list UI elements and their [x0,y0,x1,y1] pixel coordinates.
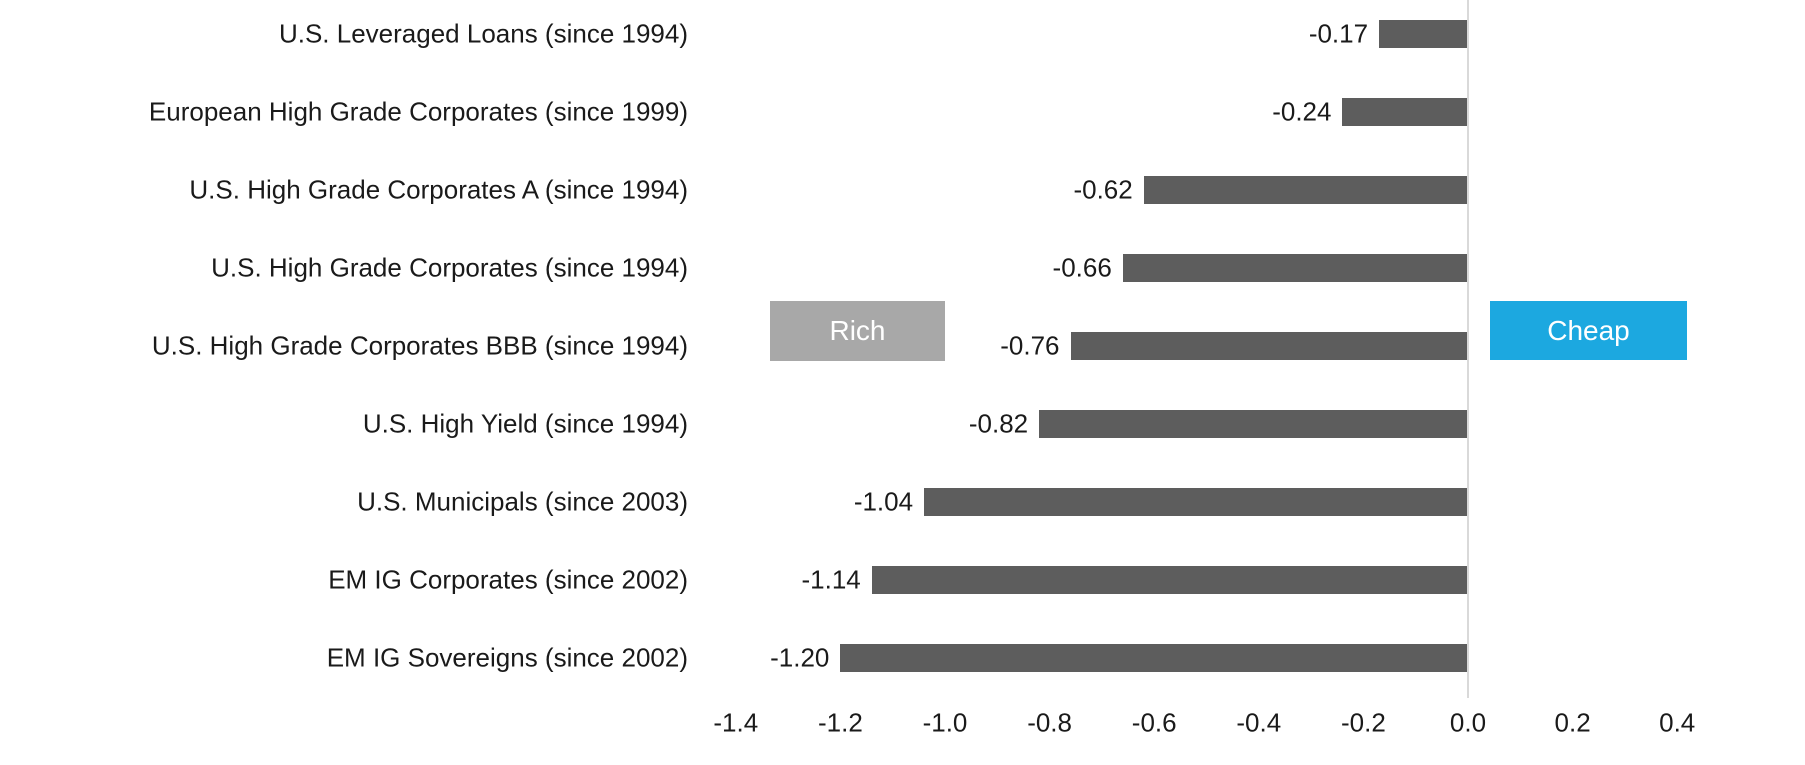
x-tick-label: -0.2 [1340,707,1386,738]
rich-annotation-box: Rich [770,301,945,361]
bar-value-label: -0.82 [968,408,1029,439]
x-tick-label: 0.0 [1449,707,1487,738]
bar [871,566,1468,594]
bar [840,644,1468,672]
category-label: U.S. Leveraged Loans (since 1994) [278,18,688,49]
bar-value-label: -1.20 [770,642,830,673]
bar-value-label: -1.14 [801,564,861,595]
bar-value-label: -0.76 [1000,330,1060,361]
bar [1342,98,1468,126]
x-tick-label: -0.8 [1027,707,1072,738]
bar-value-label: -0.66 [1052,252,1112,283]
x-tick-label: 0.2 [1554,707,1591,738]
bar [924,488,1468,516]
x-tick-label: -0.4 [1236,707,1282,738]
category-label: U.S. Municipals (since 2003) [357,486,688,517]
x-tick-label: -1.0 [922,707,968,738]
category-label: U.S. High Grade Corporates A (since 1994… [189,174,688,205]
x-tick-label: -1.2 [817,707,863,738]
category-label: EM IG Corporates (since 2002) [328,564,688,595]
category-label: EM IG Sovereigns (since 2002) [326,642,688,673]
x-tick-label: -1.4 [713,707,759,738]
bar [1070,332,1468,360]
category-label: U.S. High Grade Corporates BBB (since 19… [151,330,688,361]
bar [1143,176,1468,204]
bar-value-label: -0.17 [1308,18,1369,49]
bar-value-label: -0.24 [1272,96,1332,127]
bar [1379,20,1468,48]
cheap-annotation-box: Cheap [1490,301,1687,360]
category-label: European High Grade Corporates (since 19… [148,96,688,127]
category-label: U.S. High Yield (since 1994) [362,408,688,439]
bar-value-label: -1.04 [853,486,914,517]
bar [1039,410,1468,438]
bar-value-label: -0.62 [1073,174,1133,205]
x-tick-label: -0.6 [1131,707,1177,738]
zero-gridline [1467,0,1469,698]
category-label: U.S. High Grade Corporates (since 1994) [211,252,688,283]
cheap-annotation-label: Cheap [1547,314,1630,346]
x-tick-label: 0.4 [1659,707,1696,738]
rich-annotation-label: Rich [829,315,886,346]
bar [1122,254,1468,282]
